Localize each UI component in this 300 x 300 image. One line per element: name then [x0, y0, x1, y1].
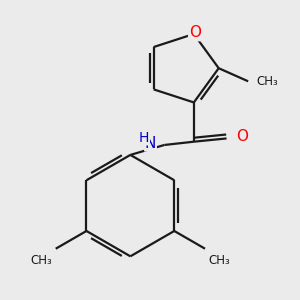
Text: O: O — [236, 129, 248, 144]
Text: CH₃: CH₃ — [208, 254, 230, 267]
Text: N: N — [145, 136, 156, 151]
Text: H: H — [139, 131, 149, 145]
Text: CH₃: CH₃ — [31, 254, 52, 267]
Text: O: O — [190, 25, 202, 40]
Text: CH₃: CH₃ — [256, 75, 278, 88]
